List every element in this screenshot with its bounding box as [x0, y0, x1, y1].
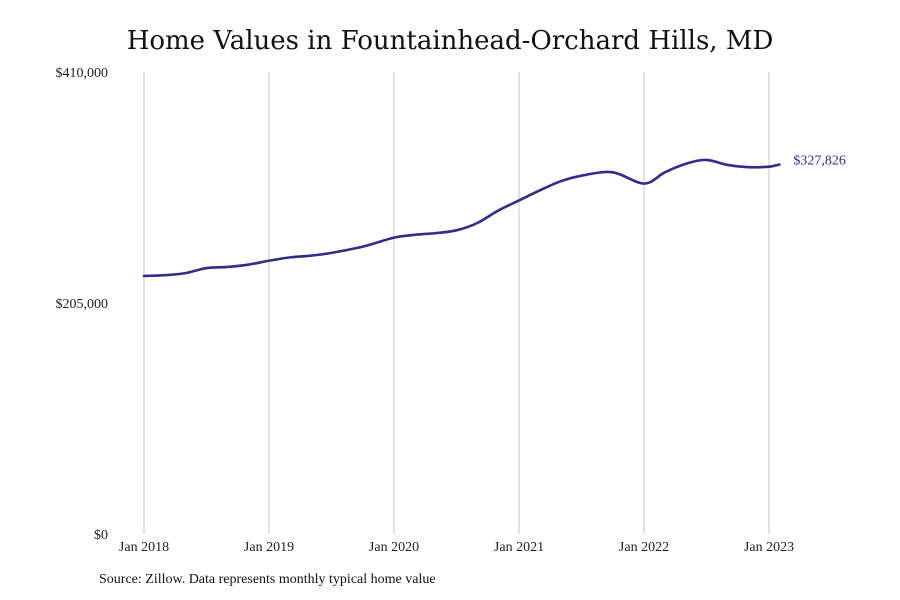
- x-tick-label: Jan 2022: [619, 540, 669, 555]
- x-tick-label: Jan 2019: [244, 540, 294, 555]
- y-tick-label: $0: [94, 528, 108, 543]
- series-lines: [142, 158, 781, 278]
- end-value-label: $327,826: [793, 154, 846, 169]
- x-axis-ticks: Jan 2018 Jan 2019 Jan 2020 Jan 2021 Jan 2022…: [119, 540, 794, 555]
- y-tick-label: $410,000: [56, 66, 109, 81]
- chart-title: Home Values in Fountainhead-Orchard Hill…: [126, 26, 774, 56]
- y-axis-ticks: $0 $205,000 $410,000: [56, 66, 109, 543]
- x-tick-label: Jan 2018: [119, 540, 169, 555]
- source-note: Source: Zillow. Data represents monthly …: [99, 572, 436, 587]
- gridlines: [143, 72, 770, 534]
- y-tick-label: $205,000: [56, 297, 109, 312]
- x-tick-label: Jan 2020: [369, 540, 419, 555]
- end-labels: $327,826: [793, 154, 846, 169]
- x-tick-label: Jan 2021: [494, 540, 544, 555]
- series-line-0: [142, 158, 781, 278]
- x-tick-label: Jan 2023: [744, 540, 794, 555]
